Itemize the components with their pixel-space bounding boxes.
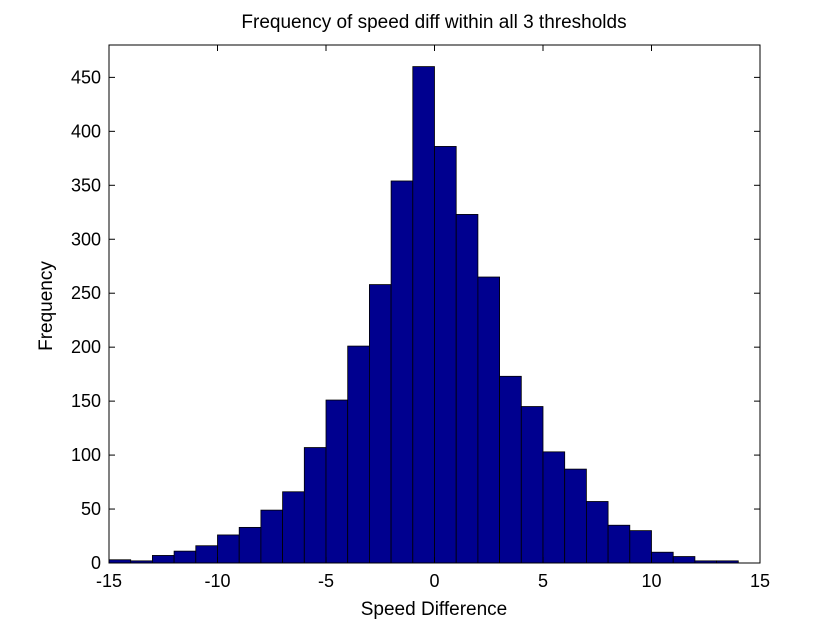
- y-tick-label: 300: [71, 229, 101, 249]
- histogram-bar: [629, 530, 652, 564]
- x-tick-label: -15: [96, 571, 122, 591]
- y-tick-label: 350: [71, 175, 101, 195]
- histogram-bar: [217, 534, 240, 564]
- histogram-bar: [499, 375, 522, 564]
- y-tick-label: 0: [91, 553, 101, 573]
- y-axis-label: Frequency: [36, 261, 57, 351]
- histogram-bar: [368, 284, 392, 564]
- histogram-bar: [303, 447, 327, 564]
- histogram-bar: [672, 556, 696, 564]
- histogram-bar: [347, 345, 370, 564]
- histogram-bar: [455, 214, 479, 564]
- histogram-bar: [173, 550, 197, 564]
- histogram-bar: [195, 545, 218, 564]
- x-tick-label: 15: [750, 571, 770, 591]
- y-tick-label: 400: [71, 121, 101, 141]
- histogram-bar: [434, 146, 457, 564]
- chart-title: Frequency of speed diff within all 3 thr…: [241, 12, 626, 33]
- histogram-bar: [412, 66, 435, 564]
- y-tick-label: 50: [81, 499, 101, 519]
- x-tick-label: -5: [318, 571, 334, 591]
- x-tick-label: 10: [641, 571, 661, 591]
- histogram-bar: [586, 501, 609, 564]
- x-tick-label: 5: [538, 571, 548, 591]
- x-tick-label: 0: [429, 571, 439, 591]
- histogram-bar: [260, 509, 283, 564]
- y-tick-label: 450: [71, 67, 101, 87]
- histogram-bar: [477, 276, 500, 564]
- histogram-bar: [390, 180, 414, 564]
- plot-frame: [108, 44, 761, 564]
- histogram-bar: [325, 399, 349, 564]
- y-tick-label: 200: [71, 337, 101, 357]
- histogram-bar: [520, 406, 544, 564]
- y-tick-label: 150: [71, 391, 101, 411]
- y-tick-label: 250: [71, 283, 101, 303]
- ticks-group: -15 -10 -5 0 5 10 1505010015020025030035040045…: [71, 45, 770, 591]
- x-axis-label: Speed Difference: [361, 599, 507, 620]
- histogram-bar: [151, 555, 175, 564]
- bars-group: [108, 66, 739, 564]
- histogram-bar: [282, 491, 305, 564]
- histogram-bar: [238, 526, 262, 564]
- y-tick-label: 100: [71, 445, 101, 465]
- histogram-bar: [651, 551, 674, 564]
- histogram-bar: [607, 524, 631, 564]
- x-tick-label: -10: [204, 571, 230, 591]
- histogram-bar: [542, 451, 566, 564]
- histogram-bar: [564, 468, 587, 564]
